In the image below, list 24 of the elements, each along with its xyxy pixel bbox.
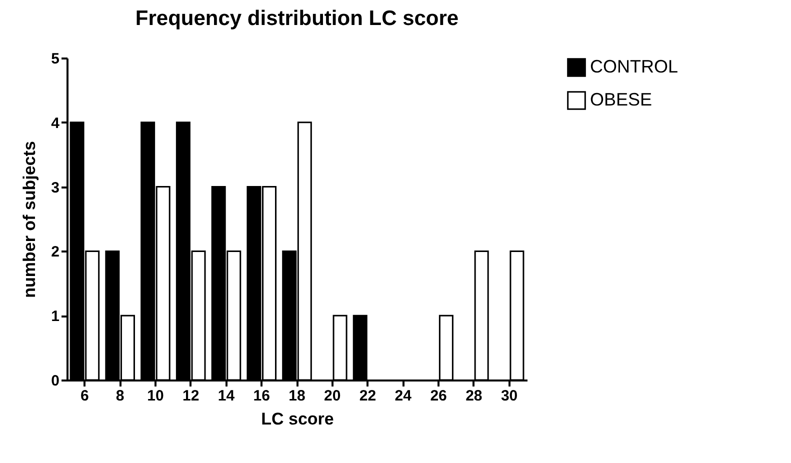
x-tick-label: 24 (394, 388, 412, 404)
y-axis-title: number of subjects (20, 141, 40, 298)
x-tick-label: 10 (147, 388, 164, 404)
x-axis-title: LC score (261, 410, 334, 428)
x-tick-label: 20 (324, 388, 341, 404)
y-tick-label: 1 (51, 308, 60, 326)
y-tick-label: 2 (51, 244, 60, 261)
x-tick-label: 22 (359, 388, 376, 404)
y-tick-label: 5 (51, 50, 60, 68)
x-tick-label: 6 (80, 388, 89, 404)
x-tick-label: 26 (430, 388, 447, 404)
y-tick-label: 0 (51, 372, 60, 390)
x-tick-label: 18 (288, 388, 306, 404)
x-tick-label: 8 (116, 388, 124, 404)
chart-title: Frequency distribution LC score (135, 7, 459, 30)
legend-label: CONTROL (590, 56, 678, 76)
legend-label: OBESE (590, 90, 652, 110)
x-tick-label: 30 (500, 388, 518, 404)
y-tick-label: 3 (51, 179, 60, 196)
x-tick-label: 14 (218, 388, 236, 404)
x-tick-label: 16 (253, 388, 270, 404)
x-tick-label: 12 (182, 388, 200, 404)
x-tick-label: 28 (466, 388, 482, 404)
y-tick-label: 4 (51, 114, 60, 132)
